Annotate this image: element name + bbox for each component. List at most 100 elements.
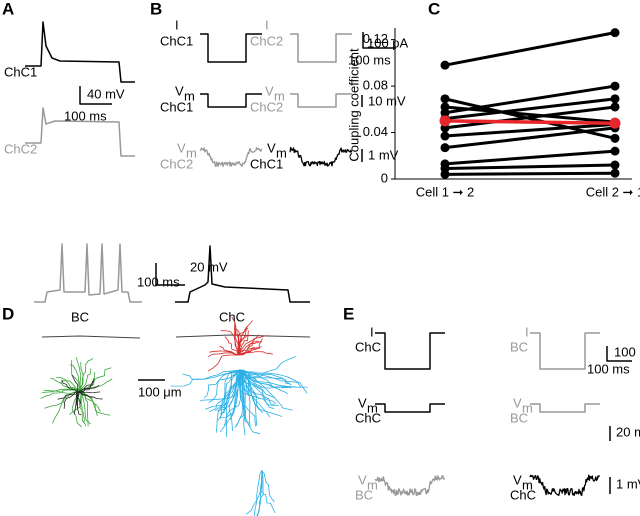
label: V xyxy=(358,472,367,487)
surface xyxy=(175,334,311,338)
neurite xyxy=(217,369,241,412)
label: D xyxy=(2,304,14,323)
point xyxy=(440,94,450,104)
label: m xyxy=(276,145,287,160)
label: ChC xyxy=(219,309,245,324)
neurite xyxy=(52,389,81,424)
pair-line xyxy=(444,149,616,166)
label: ChC1 xyxy=(4,64,37,79)
point xyxy=(610,102,620,112)
label: E xyxy=(343,304,354,323)
neurite xyxy=(237,335,268,356)
scale-bar xyxy=(155,263,185,286)
label: ChC1 xyxy=(250,156,283,171)
neurite xyxy=(203,369,241,399)
y-tick-label: 0.12 xyxy=(363,31,388,46)
label: ChC xyxy=(355,410,381,425)
point xyxy=(610,133,620,143)
label: m xyxy=(184,88,195,103)
label: m xyxy=(522,400,533,415)
neurite xyxy=(207,354,239,372)
neurite xyxy=(239,369,308,388)
label: ChC2 xyxy=(250,99,283,114)
trace xyxy=(200,93,262,108)
trace xyxy=(290,93,352,108)
neurite xyxy=(209,350,239,356)
pair-line xyxy=(444,126,616,150)
neurite xyxy=(239,369,246,436)
label: 10 mV xyxy=(368,93,406,108)
label: ChC1 xyxy=(160,33,193,48)
label: BC xyxy=(510,339,528,354)
neurite xyxy=(71,360,81,391)
neurite xyxy=(75,391,82,405)
x-tick-label: Cell 1 ➞ 2 xyxy=(416,184,475,199)
neurite xyxy=(209,369,241,413)
label: ChC2 xyxy=(160,156,193,171)
label: m xyxy=(186,145,197,160)
neurite xyxy=(234,328,242,356)
scale-bar xyxy=(79,86,112,105)
label: I xyxy=(265,17,269,32)
point xyxy=(440,169,450,179)
pair-line xyxy=(444,171,616,176)
neurite xyxy=(239,369,293,411)
neurite xyxy=(79,362,84,391)
trace xyxy=(175,245,310,303)
neurite xyxy=(216,369,241,433)
label: C xyxy=(428,0,440,18)
neurite xyxy=(239,369,292,386)
neurite xyxy=(261,469,275,503)
label: I xyxy=(370,324,374,339)
label: V xyxy=(513,395,522,410)
label: B xyxy=(150,0,162,18)
trace xyxy=(290,33,352,63)
label: V xyxy=(265,83,274,98)
neurite xyxy=(237,351,274,356)
label: 20 mV xyxy=(190,259,228,274)
neurite xyxy=(77,389,85,423)
trace xyxy=(199,146,263,168)
label: m xyxy=(274,88,285,103)
label: BC xyxy=(71,309,89,324)
trace xyxy=(375,332,445,370)
neurite xyxy=(61,380,79,393)
label: 100 ms xyxy=(587,361,630,376)
label: 40 mV xyxy=(87,86,125,101)
label: V xyxy=(267,140,276,155)
point xyxy=(440,131,450,141)
label: 100 ms xyxy=(64,108,107,123)
y-tick-label: 0.04 xyxy=(363,124,388,139)
neurite xyxy=(69,364,81,391)
label: ChC2 xyxy=(250,33,283,48)
neurite xyxy=(239,369,276,399)
neurite xyxy=(237,340,259,356)
label: A xyxy=(2,0,14,18)
neurite xyxy=(237,340,262,356)
label: V xyxy=(358,395,367,410)
label: ChC xyxy=(355,339,381,354)
neurite xyxy=(239,369,289,389)
trace xyxy=(200,33,262,63)
mean-point xyxy=(609,117,621,129)
scale-bar xyxy=(362,32,396,49)
y-tick-label: 0 xyxy=(381,170,388,185)
label: m xyxy=(522,477,533,492)
label: V xyxy=(175,83,184,98)
point xyxy=(610,146,620,156)
neurite xyxy=(79,367,112,391)
pair-line xyxy=(444,122,616,138)
label: ChC2 xyxy=(4,141,37,156)
label: ChC xyxy=(510,487,536,502)
trace xyxy=(375,403,445,413)
neurite xyxy=(79,358,94,391)
label: BC xyxy=(510,410,528,425)
point xyxy=(610,160,620,170)
x-tick-label: Cell 2 ➞ 1 xyxy=(586,184,640,199)
neurite xyxy=(40,389,81,399)
neurite xyxy=(77,378,95,393)
pair-line xyxy=(444,31,616,67)
trace xyxy=(25,107,135,157)
trace xyxy=(25,21,135,83)
